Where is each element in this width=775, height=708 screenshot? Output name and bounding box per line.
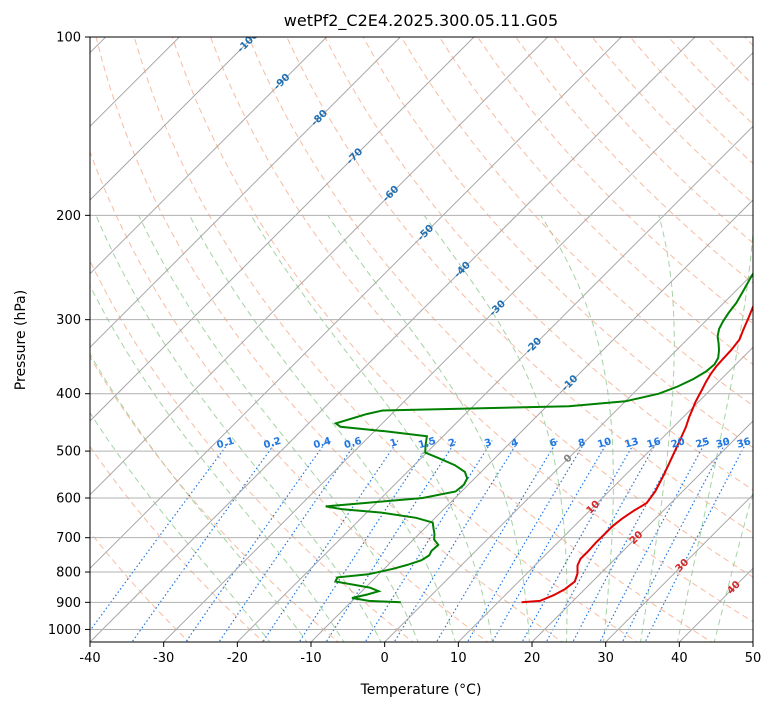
y-tick-label: 700 — [56, 531, 81, 546]
mixing-ratio-label: 25 — [695, 436, 711, 450]
isotherm-line — [90, 37, 475, 422]
y-axis-label: Pressure (hPa) — [13, 290, 29, 390]
y-tick-label: 300 — [56, 313, 81, 328]
moist-adiabats — [90, 215, 753, 642]
mixing-ratio-label: 13 — [624, 436, 640, 450]
mixing-ratio-line — [435, 440, 558, 642]
moist-adiabat — [95, 215, 382, 642]
isobar-grid — [90, 37, 753, 630]
isotherm-line — [90, 37, 254, 201]
mixing-ratio-label: 4 — [510, 437, 520, 450]
moist-adiabat — [138, 215, 419, 642]
y-tick-label: 600 — [56, 492, 81, 507]
mixing-ratio-label: 36 — [736, 436, 752, 450]
mixing-ratio-label: 1 — [389, 437, 399, 450]
mixing-ratio-line — [325, 440, 457, 642]
x-axis-ticks: -40 -30 -20 -10 0 10 20 30 40 50 — [79, 642, 761, 666]
moist-adiabat — [250, 215, 493, 642]
dry-adiabat — [438, 37, 753, 366]
dry-adiabat — [286, 37, 753, 534]
moist-adiabat — [639, 215, 675, 642]
isotherm-line — [90, 37, 181, 128]
mixing-ratio-line — [262, 440, 399, 642]
x-tick-label: 50 — [745, 651, 762, 666]
mixing-ratio-line — [491, 440, 609, 642]
isotherm-line — [162, 51, 753, 642]
moist-adiabat — [189, 215, 456, 642]
plot-area — [90, 37, 753, 642]
dry-adiabat — [400, 37, 753, 407]
mixing-ratio-label: 3 — [483, 437, 493, 450]
x-tick-label: 20 — [524, 651, 541, 666]
isotherm-line — [457, 346, 753, 642]
isotherm-line — [90, 37, 549, 496]
mixing-ratio-lines — [90, 440, 748, 642]
dry-adiabat — [362, 37, 753, 449]
isotherm-line — [90, 37, 623, 570]
dry-adiabat — [90, 259, 414, 642]
mixing-ratio-label: 2 — [447, 437, 457, 450]
moist-adiabat — [90, 284, 345, 642]
y-axis-ticks: 1000 900 800 700 600 500 400 300 200 100 — [48, 31, 90, 638]
isotherm-line — [236, 125, 753, 642]
dry-adiabat — [248, 37, 753, 578]
moist-adiabat — [327, 215, 530, 642]
mixing-ratio-line — [599, 440, 707, 642]
mixing-ratio-label: 16 — [646, 436, 662, 450]
x-axis-label: Temperature (°C) — [360, 682, 482, 698]
dry-adiabat — [324, 37, 753, 491]
moist-adiabat — [90, 411, 271, 642]
dewpoint-line — [325, 271, 753, 604]
y-tick-label: 900 — [56, 596, 81, 611]
x-tick-label: -40 — [79, 651, 100, 666]
isotherm-line — [90, 37, 696, 642]
x-tick-label: -30 — [153, 651, 174, 666]
isotherm-line — [90, 37, 402, 349]
plot-frame — [89, 36, 754, 643]
y-tick-label: 500 — [56, 445, 81, 460]
isotherm-grid — [0, 10, 753, 654]
y-tick-label: 100 — [56, 31, 81, 46]
y-tick-label: 200 — [56, 209, 81, 224]
mixing-ratio-label: 6 — [549, 437, 559, 450]
chart-title: wetPf2_C2E4.2025.300.05.11.G05 — [284, 11, 558, 31]
mixing-ratio-line — [545, 440, 659, 642]
x-tick-label: 0 — [381, 651, 389, 666]
mixing-ratio-label: 20 — [670, 436, 686, 450]
mixing-ratio-label: 0.6 — [343, 436, 363, 451]
isotherm-line — [0, 10, 59, 654]
isotherm-line — [604, 493, 753, 642]
mixing-ratio-label: 0.4 — [312, 436, 332, 451]
isotherm-line — [310, 199, 753, 642]
mixing-ratio-label: 0.1 — [216, 436, 236, 451]
mixing-ratio-line — [298, 440, 432, 642]
mixing-ratio-line — [521, 440, 637, 642]
mixing-ratio-label: 1.5 — [417, 436, 437, 451]
x-tick-label: 40 — [671, 651, 688, 666]
x-tick-label: 10 — [450, 651, 467, 666]
y-tick-label: 400 — [56, 387, 81, 402]
mixing-ratio-line — [185, 440, 328, 642]
mixing-ratio-line — [621, 440, 728, 642]
moist-adiabat — [423, 215, 568, 642]
temperature-line — [521, 304, 753, 604]
isotherm-line — [531, 420, 753, 642]
mixing-ratio-line — [572, 440, 683, 642]
moist-adiabat — [540, 215, 614, 642]
isotherm-line — [90, 37, 328, 275]
x-tick-label: -20 — [227, 651, 248, 666]
x-tick-label: -10 — [300, 651, 321, 666]
dry-adiabat — [477, 37, 753, 325]
annotation-labels: 0.1 0.2 0.4 0.6 1 1.5 2 3 4 6 8 10 13 16 20 25 30 36-100-… — [216, 37, 753, 597]
x-tick-label: 30 — [597, 651, 614, 666]
y-tick-label: 800 — [56, 566, 81, 581]
mixing-ratio-label: 30 — [715, 436, 731, 450]
mixing-ratio-label: 0.2 — [262, 436, 282, 451]
y-tick-label: 1000 — [48, 623, 81, 638]
mixing-ratio-label: 8 — [577, 437, 587, 450]
isotherm-line — [383, 272, 753, 642]
mixing-ratio-label: 10 — [596, 436, 612, 450]
mixing-ratio-line — [131, 440, 278, 642]
